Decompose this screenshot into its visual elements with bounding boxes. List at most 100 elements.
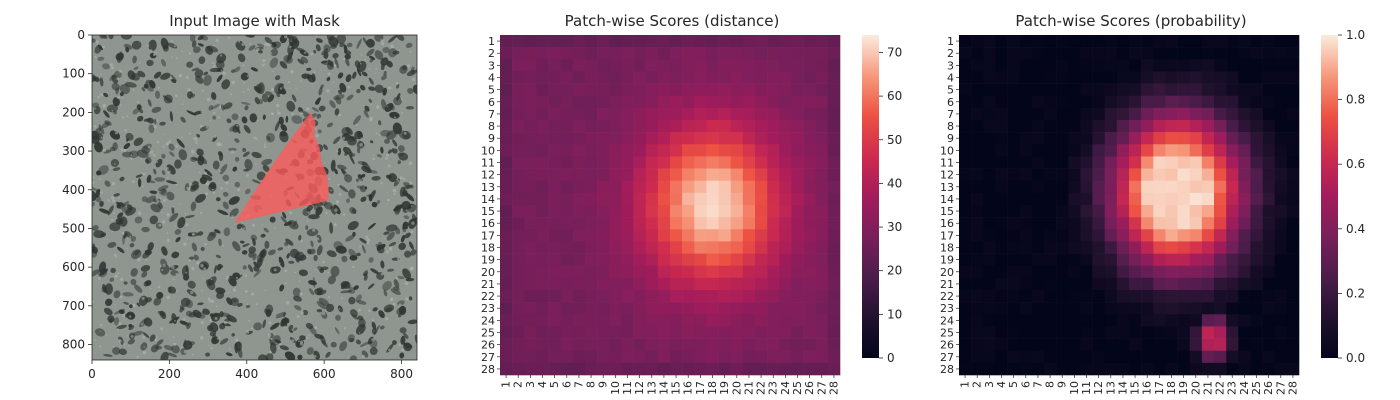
heatmap-cell [1153,314,1166,327]
texture-spot [265,91,273,96]
heatmap-cell [1153,277,1166,291]
texture-speck [323,58,326,60]
heatmap-cell [1286,168,1300,182]
heatmap-cell [645,362,659,376]
heatmap-cell [827,265,841,279]
heatmap-cell [1214,192,1227,206]
heatmap-cell [779,192,792,206]
texture-speck [220,187,224,190]
x-tick-label: 19 [1177,381,1190,395]
x-tick-label: 25 [1250,381,1263,395]
heatmap-cell [524,326,537,339]
texture-spot [123,232,128,239]
texture-spot [371,175,381,181]
heatmap-cell [1068,156,1081,169]
heatmap-cell [779,205,792,218]
texture-spot [228,196,240,205]
texture-speck [160,265,162,268]
texture-speck [321,311,326,316]
heatmap-cell [791,156,804,169]
heatmap-cell [1007,290,1021,303]
texture-speck [105,334,108,336]
texture-spot [250,67,258,72]
heatmap-cell [1141,71,1154,84]
heatmap-cell [548,314,562,327]
heatmap-cell [995,217,1008,230]
texture-speck [256,119,259,122]
heatmap-cell [597,241,610,254]
texture-spot [278,116,284,125]
texture-speck [191,266,195,270]
texture-spot [380,129,391,137]
heatmap-cell [682,180,695,194]
texture-speck [279,262,281,264]
texture-speck [174,94,178,98]
heatmap-cell [548,229,562,242]
texture-speck [171,56,173,58]
heatmap-cell [560,83,574,97]
input-image-frame [91,34,418,361]
heatmap-cell [1007,107,1021,121]
heatmap-cell [767,71,780,84]
texture-spot [187,280,196,289]
texture-speck [328,177,331,180]
heatmap-cell [1141,205,1154,218]
texture-spot [356,252,361,257]
texture-spot [330,159,336,172]
y-tick-label: 1 [488,35,495,48]
texture-spot [274,339,282,344]
heatmap-cell [755,362,768,376]
heatmap-cell [1056,326,1069,339]
texture-speck [130,335,134,338]
heatmap-cell [1274,132,1288,145]
texture-speck [186,186,190,190]
texture-speck [159,197,162,200]
texture-spot [96,170,102,176]
heatmap-cell [500,95,513,109]
heatmap-cell [500,192,513,206]
heatmap-cell [815,338,829,352]
texture-spot [147,242,154,251]
texture-spot [396,306,404,315]
colorbar-tick-label: 1.0 [1346,28,1365,42]
heatmap-cell [500,35,513,48]
heatmap-cell [1177,71,1191,84]
texture-spot [217,209,229,216]
heatmap-cell [560,192,574,206]
texture-speck [185,271,188,274]
heatmap-cell [1214,229,1227,242]
texture-speck [291,112,294,116]
heatmap-cell [524,338,537,352]
heatmap-cell [670,192,683,206]
x-tick-label: 24 [779,381,792,395]
texture-spot [156,291,164,299]
heatmap-cell [621,338,634,352]
texture-spot [326,76,331,82]
colorbar-tick-label: 0 [887,351,895,365]
texture-speck [305,78,308,81]
heatmap-cell [1165,217,1178,230]
heatmap-cell [983,217,996,230]
heatmap-cell [1250,326,1263,339]
texture-spot [381,74,387,81]
texture-spot [149,190,159,195]
heatmap-cell [1044,326,1057,339]
texture-spot [384,138,390,144]
heatmap-cell [995,338,1008,352]
texture-spot [156,339,164,346]
texture-spot [402,268,412,280]
texture-spot [348,153,355,165]
texture-spot [297,354,303,360]
x-tick-label: 28 [1286,381,1299,395]
heatmap-cell [827,229,841,242]
texture-spot [122,234,125,245]
texture-spot [405,277,415,282]
texture-spot [283,221,293,226]
heatmap-cell [1007,229,1021,242]
heatmap-cell [1274,205,1288,218]
texture-speck [200,264,204,268]
texture-spot [115,87,120,95]
y-tick-label: 11 [481,157,495,170]
